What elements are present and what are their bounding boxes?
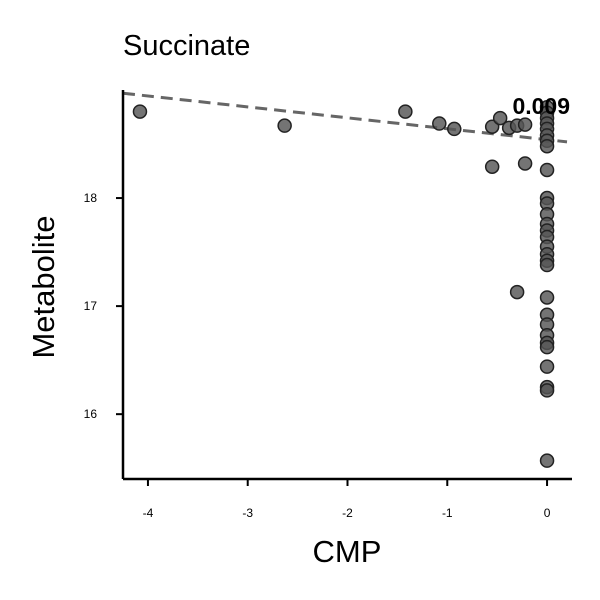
data-point (517, 117, 533, 132)
y-tick-label: 16 (84, 407, 98, 421)
x-tick-label: 0 (544, 506, 551, 520)
data-point (509, 284, 525, 300)
data-point (539, 359, 555, 374)
data-point (539, 162, 555, 178)
data-point (492, 110, 508, 126)
data-point (539, 257, 555, 273)
data-point (539, 339, 555, 355)
x-tick-label: -2 (342, 506, 353, 520)
x-tick-label: -1 (442, 506, 453, 520)
x-tick-label: -3 (242, 506, 253, 520)
annotation-value: 0.009 (512, 93, 570, 119)
y-axis-label: Metabolite (26, 215, 61, 358)
data-point (447, 121, 462, 137)
data-point (484, 159, 500, 174)
data-point (432, 116, 447, 131)
data-point (539, 290, 555, 305)
data-point (132, 104, 148, 119)
data-point (517, 156, 533, 171)
data-point (277, 118, 292, 133)
y-tick-label: 18 (84, 191, 98, 205)
chart-title: Succinate (123, 30, 250, 62)
data-point (539, 383, 555, 398)
data-point (539, 138, 555, 154)
x-axis-label: CMP (313, 534, 382, 569)
data-point (398, 104, 413, 119)
x-tick-label: -4 (143, 506, 154, 520)
y-tick-label: 17 (84, 299, 98, 313)
data-point (539, 453, 555, 468)
